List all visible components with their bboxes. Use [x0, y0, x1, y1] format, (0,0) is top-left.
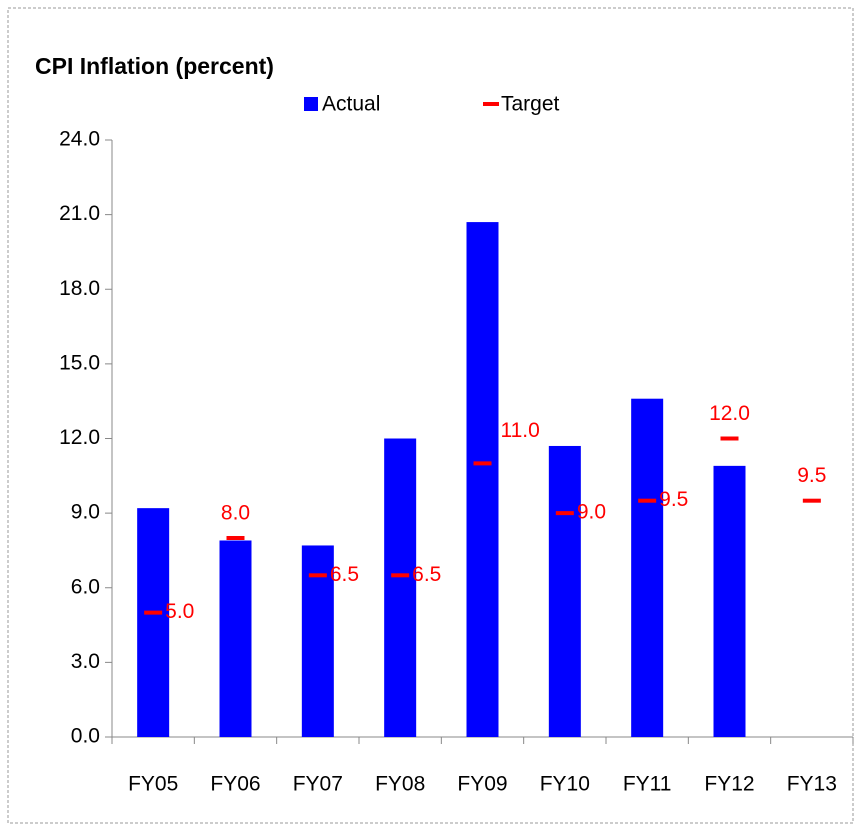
bar — [466, 222, 499, 737]
y-tick-label: 9.0 — [71, 501, 100, 524]
bar — [548, 445, 581, 737]
y-tick-label: 0.0 — [71, 725, 100, 748]
x-tick-label: FY08 — [375, 773, 425, 796]
value-label: 5.0 — [165, 600, 194, 623]
x-tick-label: FY12 — [704, 773, 754, 796]
x-tick-label: FY09 — [457, 773, 507, 796]
legend-label: Actual — [322, 93, 380, 116]
value-label: 8.0 — [221, 502, 250, 525]
y-tick-label: 18.0 — [59, 277, 100, 300]
value-label: 12.0 — [709, 402, 750, 425]
target-marker — [308, 573, 327, 578]
legend-swatch — [483, 102, 499, 106]
x-tick-label: FY10 — [540, 773, 590, 796]
bar — [631, 398, 664, 737]
target-marker — [720, 436, 739, 441]
y-tick-label: 24.0 — [59, 128, 100, 151]
legend-swatch — [304, 97, 318, 111]
target-marker — [802, 498, 821, 503]
target-marker — [638, 498, 657, 503]
target-marker — [555, 511, 574, 516]
bar — [384, 438, 417, 737]
x-tick-label: FY07 — [293, 773, 343, 796]
value-label: 6.5 — [330, 563, 359, 586]
bar — [137, 508, 170, 737]
x-tick-label: FY13 — [787, 773, 837, 796]
target-marker — [473, 461, 492, 466]
y-tick-label: 3.0 — [71, 650, 100, 673]
x-tick-label: FY11 — [623, 773, 672, 796]
value-label: 11.0 — [501, 419, 540, 442]
target-marker — [144, 610, 163, 615]
target-marker — [391, 573, 410, 578]
value-label: 9.5 — [659, 488, 688, 511]
value-label: 9.5 — [797, 464, 826, 487]
target-marker — [226, 536, 245, 540]
x-tick-label: FY05 — [128, 773, 178, 796]
y-tick-label: 6.0 — [71, 575, 100, 598]
y-tick-label: 21.0 — [59, 202, 100, 225]
x-tick-label: FY06 — [210, 773, 260, 796]
value-label: 9.0 — [577, 501, 606, 524]
value-label: 6.5 — [412, 563, 441, 586]
bar — [301, 545, 334, 737]
y-tick-label: 15.0 — [59, 351, 100, 374]
legend-label: Target — [501, 93, 560, 116]
bar — [713, 465, 746, 737]
bar — [219, 540, 252, 737]
chart-title: CPI Inflation (percent) — [35, 53, 274, 79]
y-tick-label: 12.0 — [59, 426, 100, 449]
